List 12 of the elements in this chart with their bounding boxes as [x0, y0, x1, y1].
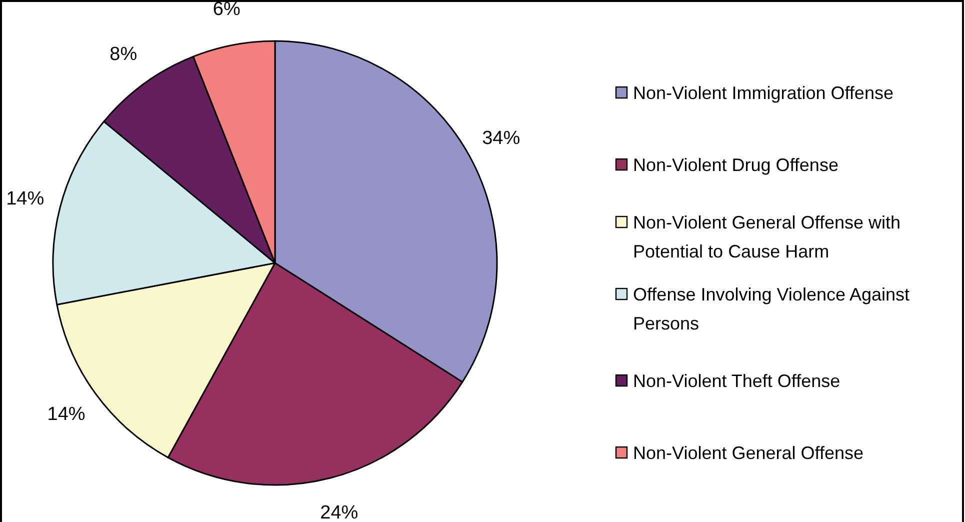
legend-label: Non-Violent General Offense	[633, 443, 864, 463]
legend-label: Offense Involving Violence Against Persons	[633, 284, 910, 334]
legend-label: Non-Violent Immigration Offense	[633, 83, 894, 103]
legend-label: Non-Violent General Offense with Potential to Cause Harm	[633, 212, 900, 262]
data-label: 8%	[110, 44, 138, 65]
legend-label: Non-Violent Drug Offense	[633, 155, 838, 175]
data-label: 24%	[320, 502, 358, 522]
data-label: 14%	[47, 404, 86, 426]
data-label: 34%	[482, 128, 520, 150]
legend-label: Non-Violent Theft Offense	[633, 371, 840, 391]
data-label: 6%	[212, 0, 240, 20]
data-label: 14%	[6, 188, 44, 210]
